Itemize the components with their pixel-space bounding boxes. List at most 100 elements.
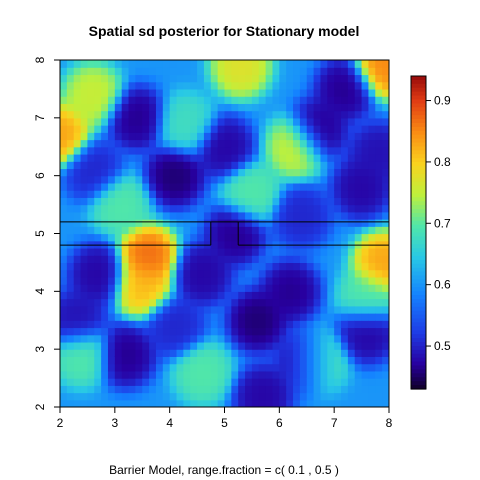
heatmap-cell [128,139,136,148]
heatmap-cell [347,197,356,206]
heatmap-cell [87,320,95,329]
heatmap-cell [375,96,383,104]
colorbar-segment [411,142,426,148]
heatmap-cell [94,320,102,329]
heatmap-cell [217,370,226,379]
heatmap-cell [60,255,68,264]
heatmap-cell [73,341,82,350]
heatmap-cell [80,132,89,141]
heatmap-cell [203,284,212,292]
heatmap-cell [375,378,383,386]
heatmap-cell [299,255,308,264]
heatmap-cell [142,125,150,133]
heatmap-cell [162,298,171,307]
heatmap-cell [155,334,164,343]
colorbar-segment [411,369,426,374]
heatmap-cell [128,117,136,126]
heatmap-cell [265,378,274,386]
heatmap-cell [224,88,232,97]
heatmap-cell [375,363,383,372]
heatmap-cell [231,110,239,119]
heatmap-cell [293,125,301,133]
heatmap-cell [354,363,363,372]
heatmap-cell [197,284,205,292]
heatmap-cell [245,313,253,321]
heatmap-cell [231,103,239,112]
heatmap-cell [245,125,253,133]
heatmap-cell [279,153,287,162]
colorbar-segment [411,318,426,324]
heatmap-cell [258,67,267,76]
heatmap-cell [320,262,328,271]
heatmap-cell [334,349,342,357]
heatmap-cell [341,60,349,68]
heatmap-cell [293,313,301,321]
heatmap-cell [190,305,198,314]
heatmap-cell [73,363,82,372]
heatmap-cell [258,255,267,264]
heatmap-cell [169,132,178,141]
heatmap-cell [224,190,232,198]
heatmap-cell [306,96,315,104]
heatmap-cell [169,74,178,83]
heatmap-cell [306,334,315,343]
heatmap-cell [94,262,102,271]
colorbar-segment [411,326,426,331]
heatmap-cell [293,110,301,119]
heatmap-cell [361,67,370,76]
heatmap-cell [293,327,301,336]
heatmap-cell [334,132,342,141]
heatmap-cell [238,96,246,104]
heatmap-cell [101,211,109,220]
colorbar-segment [411,302,426,308]
y-tick-label: 4 [33,288,47,295]
heatmap-cell [231,305,239,314]
heatmap-cell [121,88,130,97]
heatmap-cell [155,168,164,177]
heatmap-cell [368,247,376,256]
heatmap-cell [197,298,205,307]
heatmap-cell [368,81,376,90]
heatmap-cell [293,385,301,394]
heatmap-cell [224,284,232,292]
heatmap-cell [279,132,287,141]
heatmap-cell [87,117,95,126]
x-tick-label: 8 [386,416,393,430]
heatmap-cell [101,81,109,90]
heatmap-cell [149,153,157,162]
heatmap-cell [217,298,226,307]
heatmap-cell [334,313,342,321]
heatmap-cell [354,211,363,220]
heatmap-cell [183,370,191,379]
heatmap-cell [238,233,246,242]
heatmap-cell [354,399,363,407]
heatmap-cell [128,219,136,227]
heatmap-cell [155,370,164,379]
heatmap-cell [238,226,246,235]
heatmap-cell [272,103,280,112]
heatmap-cell [149,291,157,300]
heatmap-cell [87,103,95,112]
heatmap-cell [142,298,150,307]
heatmap-cell [60,226,68,235]
heatmap-cell [251,370,260,379]
heatmap-cell [121,356,130,365]
heatmap-cell [231,291,239,300]
heatmap-cell [107,219,116,227]
heatmap-cell [197,96,205,104]
heatmap-cell [279,117,287,126]
heatmap-cell [203,219,212,227]
heatmap-cell [149,161,157,170]
heatmap-cell [190,110,198,119]
heatmap-cell [135,96,143,104]
heatmap-cell [313,392,322,401]
colorbar-segment [411,216,426,222]
heatmap-cell [293,399,301,407]
heatmap-cell [80,67,89,76]
heatmap-cell [286,269,294,278]
heatmap-cell [176,132,184,141]
heatmap-cell [245,255,253,264]
heatmap-cell [279,161,287,170]
heatmap-cell [382,153,389,162]
heatmap-cell [238,291,246,300]
